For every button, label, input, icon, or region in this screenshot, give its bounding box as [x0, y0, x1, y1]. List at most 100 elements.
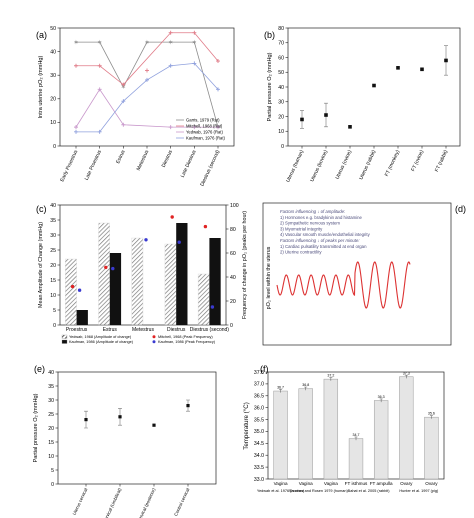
temperature-bar	[298, 388, 313, 480]
y-tick-label: 33.0	[254, 477, 264, 483]
y-tick-label: 34.0	[254, 453, 264, 459]
y-tick-label: 80	[278, 26, 284, 32]
data-point: ✶	[192, 39, 197, 46]
y-tick-label: 100	[230, 203, 239, 209]
y-tick-label: 35.5	[254, 417, 264, 423]
panel-e: (e) 0 5 10 15 20 25 30 35 40 Uterus cervical Cerv…	[33, 364, 217, 518]
panel-f-bars: 36.7 36.8 37.2 34.7 36.3 37.3 35.6	[273, 371, 439, 480]
error-bar	[354, 436, 358, 441]
y-tick-label: 0	[53, 323, 56, 329]
panel-a-letter: (a)	[36, 30, 47, 40]
x-tick-label: Uterus (rabbit)	[358, 149, 377, 181]
legend-label: Kaufman, 1986 (Peak Frequency)	[158, 340, 216, 344]
bar-amplitude-b	[209, 238, 221, 325]
data-point	[444, 58, 448, 63]
panel-c: (c) 0 5 10 15 20 25 30 35 40 0 20 40 60 80 100 Proest…	[36, 203, 248, 344]
y-tick-label: 10	[50, 293, 56, 299]
legend-label: Yedwab, 1968 (Amplitude of change)	[69, 335, 132, 339]
x-tick-label: Vagina	[274, 481, 288, 486]
y-tick-label: 70	[278, 41, 284, 47]
panel-c-x-axis: Proestrus Estrus Metestrus Diestrus Diestrus…	[66, 327, 229, 333]
x-tick-label: Late Proestrus	[84, 149, 103, 181]
error-bar	[379, 398, 383, 403]
panel-f: (f) 33.0 33.5 34.0 34.5 35.0 35.5 36.0 36.5 37.0…	[243, 364, 445, 493]
bar-amplitude-b	[76, 310, 88, 325]
x-tick-label: Vagina	[324, 481, 338, 486]
x-tick-label: Late Diestrus	[180, 149, 198, 179]
data-point	[121, 122, 126, 127]
data-label: 35.6	[428, 412, 435, 416]
panel-c-y-axis-left: 0 5 10 15 20 25 30 35 40	[50, 203, 60, 329]
legend-label: Garris, 1979 (Rat)	[186, 118, 220, 123]
y-tick-label: 10	[50, 120, 56, 126]
y-tick-label: 30	[50, 233, 56, 239]
panel-a-ylabel: Intra uterine pO₂ (mmHg)	[38, 55, 44, 118]
data-point	[168, 63, 173, 68]
y-tick-label: 40	[48, 370, 54, 376]
bar-amplitude-a	[164, 243, 177, 326]
data-point	[192, 30, 197, 35]
y-tick-label: 50	[278, 70, 284, 76]
data-point	[97, 129, 102, 134]
frequency-point	[70, 284, 75, 289]
panel-b-y-axis: 0 10 20 30 40 50 60 70 80	[278, 26, 288, 150]
panel-d: (d) Factors influencing ↓ of amplitude:1…	[262, 202, 466, 346]
data-label: 36.3	[378, 395, 385, 399]
data-label: 37.2	[327, 374, 334, 378]
data-point	[216, 59, 220, 64]
data-point	[192, 61, 197, 66]
data-point	[121, 99, 126, 104]
data-point	[152, 423, 156, 427]
y-tick-label: 5	[53, 308, 56, 314]
y-tick-label: 34.5	[254, 441, 264, 447]
x-tick-label: Uterus (bovine)	[309, 149, 329, 183]
y-tick-label: 20	[50, 97, 56, 103]
series-line	[75, 88, 218, 128]
panel-d-letter: (d)	[455, 204, 466, 214]
y-tick-label: 15	[48, 440, 54, 446]
legend-label: Yedwab, 1976 (Rat)	[186, 130, 223, 135]
y-tick-label: 30	[50, 73, 56, 79]
panel-d-text-line: Factors influencing ↓ of amplitude:	[280, 209, 346, 214]
y-tick-label: 25	[50, 248, 56, 254]
panel-e-y-axis: 0 5 10 15 20 25 30 35 40	[48, 370, 58, 488]
data-point: ✶	[168, 39, 173, 46]
y-tick-label: 40	[278, 85, 284, 91]
panel-a-legend: Garris, 1979 (Rat)Mitchell, 1968 (Rat)Ye…	[176, 118, 225, 141]
panel-c-bars	[65, 215, 221, 326]
frequency-point	[111, 266, 115, 271]
data-point	[145, 77, 149, 82]
y-tick-label: 0	[230, 323, 233, 329]
y-tick-label: 15	[50, 278, 56, 284]
frequency-point	[210, 305, 215, 309]
panel-c-ylabel: Mean Amplitude of Change (mmHg)	[38, 222, 44, 308]
temperature-bar	[273, 390, 288, 480]
y-tick-label: 0	[53, 144, 56, 150]
y-tick-label: 35	[50, 218, 56, 224]
series-line	[76, 32, 219, 86]
y-tick-label: 50	[50, 26, 56, 32]
panel-c-letter: (c)	[36, 204, 47, 214]
data-label: 36.7	[277, 386, 284, 390]
y-tick-label: 30	[278, 100, 284, 106]
y-tick-label: 35	[48, 384, 54, 390]
y-tick-label: 5	[51, 468, 54, 474]
data-point	[74, 129, 78, 134]
bar-amplitude-a	[65, 258, 77, 326]
panel-c-y-axis-right: 0 20 40 60 80 100	[226, 203, 239, 329]
x-tick-label: Early Proestrus	[59, 149, 79, 183]
panel-c-legend: Yedwab, 1968 (Amplitude of change)Kaufma…	[61, 334, 216, 344]
data-point: ✶	[121, 84, 126, 91]
frequency-point	[77, 288, 82, 292]
legend-label: Kaufman, 1986 (Amplitude of change)	[69, 340, 134, 344]
data-point: ✶	[73, 39, 78, 46]
panel-f-ylabel: Temperature (°C)	[243, 402, 250, 450]
data-point	[121, 82, 126, 87]
bar-amplitude-a	[98, 222, 111, 326]
data-point	[300, 117, 304, 122]
y-tick-label: 36.5	[254, 394, 264, 400]
panel-f-x-axis: Vagina Vagina Vagina FT isthmus FT ampulla Ov…	[274, 481, 439, 486]
x-tick-label: FT (monkey)	[384, 149, 402, 177]
